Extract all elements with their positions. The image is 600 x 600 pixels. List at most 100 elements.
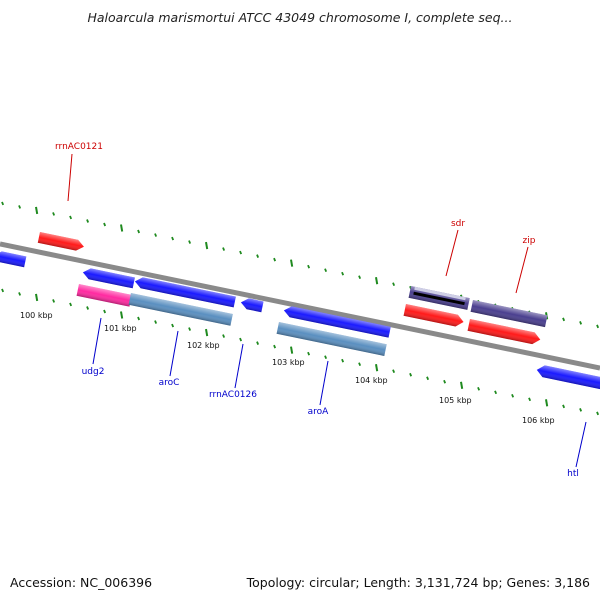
lower-tick — [409, 372, 413, 377]
lower-tick — [137, 316, 141, 321]
reverse-gene-label[interactable]: htl — [567, 469, 579, 479]
tick-label: 104 kbp — [355, 376, 388, 385]
tick-label: 105 kbp — [439, 396, 472, 405]
reverse-gene-label[interactable]: aroA — [308, 407, 330, 417]
upper-tick — [596, 324, 600, 329]
lower-tick — [426, 376, 430, 381]
tick-labels: 100 kbp 101 kbp 102 kbp 103 kbp 104 kbp 105 k… — [20, 311, 555, 425]
upper-tick — [103, 222, 107, 227]
chromosome-backbone — [0, 241, 600, 371]
forward-label-leader — [445, 229, 459, 277]
lower-tick — [18, 292, 22, 296]
topology-summary: Topology: circular; Length: 3,131,724 bp… — [246, 575, 590, 590]
upper-tick — [137, 229, 141, 234]
upper-tick — [256, 254, 260, 258]
lower-tick — [562, 404, 566, 409]
tick-label: 103 kbp — [272, 358, 305, 367]
lower-tick — [324, 355, 328, 360]
lower-tick — [477, 386, 481, 391]
tick-label: 106 kbp — [522, 416, 555, 425]
misc-feature[interactable] — [408, 286, 470, 310]
upper-tick — [18, 205, 22, 209]
upper-tick — [69, 215, 73, 220]
lower-tick — [222, 334, 226, 338]
forward-gene[interactable] — [467, 319, 542, 346]
rrna-gene[interactable] — [76, 284, 132, 307]
lower-tick — [511, 393, 515, 398]
upper-tick — [120, 224, 124, 232]
lower-tick — [256, 341, 260, 345]
lower-tick — [443, 379, 447, 384]
lower-tick — [545, 399, 549, 407]
map-title: Haloarcula marismortui ATCC 43049 chromo… — [88, 10, 513, 25]
reverse-label-leader — [319, 360, 329, 406]
trna-gene[interactable] — [128, 293, 233, 326]
lower-tick — [596, 411, 600, 416]
reverse-gene[interactable] — [240, 297, 264, 313]
label-layer: rrnAC0121 sdr zip udg2 aroC rrnAC0126 aroA htl — [55, 142, 587, 479]
lower-tick — [239, 337, 243, 342]
lower-tick — [290, 346, 294, 354]
feature-layer — [0, 232, 600, 390]
reverse-label-leader — [234, 343, 244, 389]
lower-tick — [69, 302, 73, 307]
lower-tick — [35, 293, 39, 302]
reverse-gene[interactable] — [134, 276, 236, 308]
upper-tick — [290, 259, 294, 267]
misc-feature[interactable] — [470, 300, 548, 328]
forward-gene-label[interactable]: sdr — [451, 219, 465, 229]
upper-tick — [358, 275, 362, 280]
reverse-gene-label[interactable]: udg2 — [82, 367, 105, 377]
upper-tick — [171, 236, 175, 241]
upper-tick — [375, 277, 379, 285]
reverse-gene-label[interactable]: aroC — [159, 378, 180, 388]
lower-tick — [154, 320, 158, 324]
lower-tick — [494, 390, 498, 395]
forward-gene[interactable] — [37, 232, 85, 252]
lower-tick — [358, 362, 362, 367]
forward-gene[interactable] — [403, 304, 465, 328]
reverse-gene[interactable] — [536, 364, 600, 390]
forward-gene-label[interactable]: rrnAC0121 — [55, 142, 103, 152]
forward-label-leader — [67, 153, 73, 202]
upper-tick — [1, 201, 5, 206]
upper-tick — [222, 247, 226, 251]
reverse-label-leader — [169, 330, 179, 377]
lower-tick — [273, 344, 277, 349]
tick-label: 100 kbp — [20, 311, 53, 320]
tick-label: 101 kbp — [104, 324, 137, 333]
forward-gene-label[interactable]: zip — [523, 236, 536, 246]
reverse-gene-label[interactable]: rrnAC0126 — [209, 390, 257, 400]
reverse-gene[interactable] — [82, 267, 135, 289]
trna-gene[interactable] — [276, 322, 387, 357]
lower-tick — [188, 327, 192, 331]
upper-tick — [188, 240, 192, 244]
lower-tick — [341, 358, 345, 363]
upper-tick — [341, 271, 345, 276]
tick-marks — [1, 201, 600, 416]
lower-tick — [103, 309, 107, 314]
upper-tick — [52, 212, 56, 216]
upper-tick — [392, 282, 396, 287]
lower-tick — [86, 306, 90, 310]
lower-tick — [52, 299, 56, 303]
reverse-gene[interactable] — [0, 250, 27, 268]
reverse-label-leader — [92, 317, 102, 365]
tick-label: 102 kbp — [187, 341, 220, 350]
lower-tick — [120, 311, 124, 319]
upper-tick — [239, 250, 243, 255]
upper-tick — [579, 321, 583, 325]
lower-tick — [579, 408, 583, 412]
upper-tick — [307, 264, 311, 269]
reverse-gene[interactable] — [283, 305, 391, 338]
lower-tick — [205, 328, 209, 337]
upper-tick — [205, 241, 209, 250]
lower-tick — [528, 397, 532, 402]
upper-tick — [562, 317, 566, 322]
accession-text: Accession: NC_006396 — [10, 575, 152, 590]
upper-tick — [35, 206, 39, 215]
lower-tick — [460, 381, 464, 389]
upper-tick — [273, 257, 277, 262]
lower-tick — [171, 323, 175, 328]
